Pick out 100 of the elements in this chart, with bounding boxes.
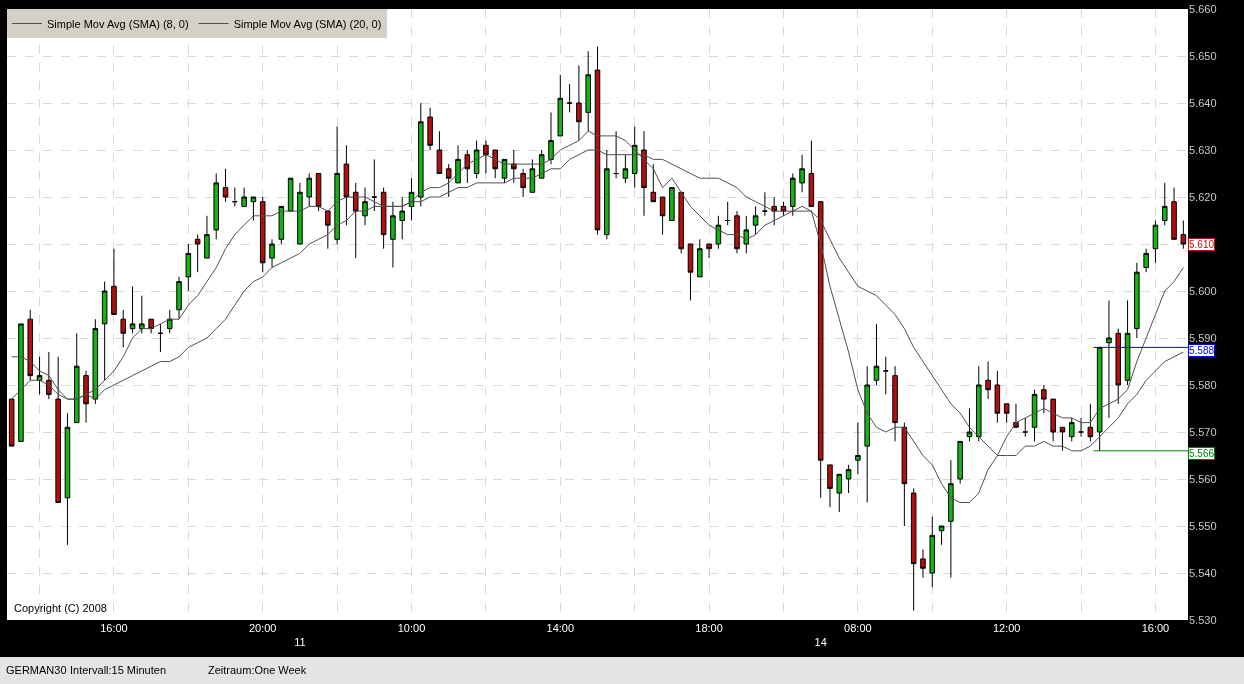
candlestick — [46, 351, 52, 400]
candlestick — [1068, 417, 1075, 442]
candlestick — [287, 177, 294, 212]
x-tick-label: 18:00 — [695, 622, 723, 634]
candlestick — [176, 276, 182, 320]
candlestick — [929, 516, 936, 588]
candlestick — [73, 332, 80, 424]
candlestick — [1115, 328, 1122, 405]
text: Intervall:15 Minuten — [70, 664, 166, 676]
candlestick — [390, 201, 396, 268]
candlestick — [669, 187, 675, 221]
candlestick — [1171, 187, 1177, 240]
candlestick — [743, 215, 750, 254]
legend-label: Simple Mov Avg (SMA) (20, 0) — [233, 17, 382, 30]
candlestick — [492, 149, 498, 179]
candlestick — [36, 356, 43, 395]
candlestick — [455, 144, 461, 184]
text: Zeitraum:One Week — [208, 664, 307, 676]
candlestick — [1041, 384, 1047, 414]
candlestick — [994, 370, 1001, 424]
candlestick — [520, 168, 526, 198]
candlestick — [920, 549, 926, 579]
candlestick — [64, 412, 71, 546]
candlestick — [724, 201, 731, 226]
candlestick — [892, 365, 898, 442]
candlestick — [808, 140, 815, 207]
candlestick — [1087, 403, 1094, 442]
candlestick — [641, 130, 647, 217]
candlestick — [166, 309, 173, 334]
candlestick — [836, 473, 843, 513]
candlestick — [557, 74, 564, 137]
candlestick — [278, 205, 285, 245]
candlestick — [408, 177, 415, 221]
candlestick — [352, 182, 359, 259]
candlestick — [8, 398, 15, 447]
candlestick — [157, 323, 164, 353]
candlestick — [1161, 182, 1168, 226]
candlestick — [120, 309, 127, 348]
candlestick — [445, 163, 452, 198]
candlestick — [436, 130, 443, 174]
candlestick — [864, 365, 870, 503]
candlestick — [27, 309, 34, 381]
candlestick — [427, 107, 433, 151]
candlestick — [706, 243, 712, 259]
candlestick — [1003, 403, 1010, 424]
candlestick — [92, 318, 99, 405]
candlestick — [464, 149, 471, 184]
x-tick-label: 20:00 — [248, 622, 277, 634]
y-tick-label: 5.620 — [1189, 190, 1217, 203]
y-tick-label: 5.530 — [1189, 613, 1217, 626]
ref-line-label: 5.588 — [1189, 345, 1215, 356]
y-tick-label: 5.640 — [1189, 96, 1217, 109]
y-tick-label: 5.560 — [1189, 472, 1217, 485]
candlestick — [734, 210, 740, 254]
x-tick-label: 14:00 — [546, 622, 575, 634]
candlestick — [1124, 299, 1131, 386]
candlestick — [957, 440, 963, 485]
legend-label: Simple Mov Avg (SMA) (8, 0) — [47, 17, 189, 30]
candlestick — [1078, 417, 1084, 438]
candlestick — [55, 356, 61, 503]
candlestick — [1013, 403, 1019, 428]
candlestick — [362, 187, 368, 226]
candlestick — [371, 158, 378, 212]
candlestick — [1050, 398, 1056, 442]
candlestick — [511, 149, 517, 184]
y-tick-label: 5.630 — [1189, 143, 1217, 156]
candlestick — [845, 464, 852, 494]
x-tick-label: 11 — [294, 636, 306, 649]
candlestick — [762, 191, 768, 217]
ref-line-label: 5.566 — [1189, 448, 1215, 459]
candlestick — [548, 111, 554, 165]
candlestick — [1059, 426, 1066, 452]
candlestick — [213, 173, 220, 240]
candlestick — [380, 187, 387, 250]
candlestick — [259, 196, 266, 273]
candlestick — [269, 238, 275, 268]
y-tick-label: 5.650 — [1189, 49, 1217, 62]
candlestick — [938, 525, 945, 546]
candlestick — [948, 459, 954, 579]
candlestick — [715, 215, 722, 250]
candlestick — [111, 248, 117, 315]
candlestick — [101, 281, 108, 381]
candlestick — [622, 154, 629, 184]
y-tick-label: 5.570 — [1189, 425, 1217, 438]
candlestick — [697, 238, 703, 278]
candlestick — [1134, 262, 1140, 339]
candlestick — [1152, 220, 1159, 264]
candlestick — [473, 140, 480, 179]
candlestick — [594, 46, 601, 236]
candlestick — [399, 196, 405, 240]
x-tick-label: 12:00 — [992, 622, 1021, 634]
x-tick-label: 16:00 — [1141, 622, 1170, 634]
candlestick — [966, 408, 973, 442]
candlestick — [18, 323, 24, 442]
candlestick — [566, 83, 573, 113]
candlestick — [343, 144, 350, 226]
candlestick — [585, 50, 591, 132]
x-tick-label: 08:00 — [844, 622, 872, 634]
candlestick — [910, 487, 917, 612]
candlestick — [204, 215, 210, 259]
